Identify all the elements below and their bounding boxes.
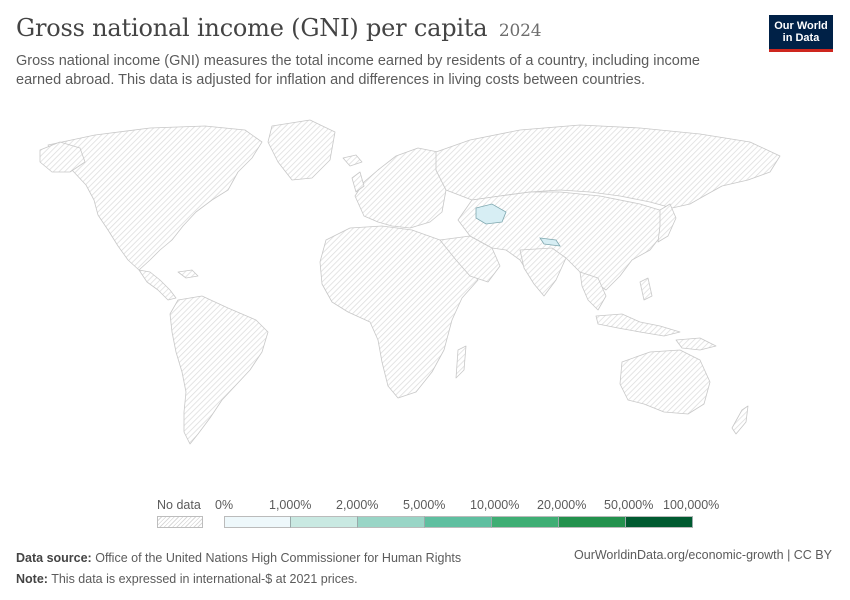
data-source-label: Data source: bbox=[16, 551, 92, 565]
region-caribbean[interactable] bbox=[177, 269, 199, 279]
region-japan[interactable] bbox=[657, 203, 677, 243]
region-turkmenistan[interactable] bbox=[475, 203, 507, 225]
data-source-line: Data source: Office of the United Nation… bbox=[16, 548, 461, 569]
legend-bin-label: 5,000% bbox=[403, 498, 446, 512]
region-iceland[interactable] bbox=[342, 154, 363, 167]
legend-bin-swatch[interactable] bbox=[358, 516, 425, 528]
title-text: Gross national income (GNI) per capita bbox=[16, 14, 488, 42]
region-alaska[interactable] bbox=[39, 141, 86, 173]
region-south-america[interactable] bbox=[169, 295, 269, 445]
legend-bin-label: 50,000% bbox=[604, 498, 654, 512]
region-madagascar[interactable] bbox=[455, 345, 467, 379]
legend-bin-label: 0% bbox=[215, 498, 234, 512]
color-legend: No data 0% 1,000% 2,000% 5,000% 10,000% 20,00… bbox=[0, 492, 850, 532]
note-line: Note: This data is expressed in internat… bbox=[16, 569, 461, 590]
legend-bin-label: 2,000% bbox=[336, 498, 379, 512]
legend-bin-label: 1,000% bbox=[269, 498, 312, 512]
chart-title: Gross national income (GNI) per capita 2… bbox=[16, 14, 542, 42]
region-africa[interactable] bbox=[319, 225, 479, 399]
note-text: This data is expressed in international-… bbox=[51, 572, 358, 586]
title-year: 2024 bbox=[498, 21, 542, 41]
legend-no-data-swatch[interactable] bbox=[157, 516, 203, 528]
legend-bin-swatch[interactable] bbox=[492, 516, 559, 528]
chart-subtitle: Gross national income (GNI) measures the… bbox=[16, 53, 700, 88]
region-uk[interactable] bbox=[351, 171, 365, 193]
legend-bin-swatch[interactable] bbox=[626, 516, 693, 528]
legend-bin-label: 10,000% bbox=[470, 498, 520, 512]
region-europe[interactable] bbox=[354, 147, 447, 229]
legend-bin-swatch[interactable] bbox=[224, 516, 291, 528]
region-australia[interactable] bbox=[619, 349, 711, 415]
world-map[interactable] bbox=[0, 100, 850, 485]
legend-no-data-label: No data bbox=[157, 498, 201, 512]
legend-bin-swatch[interactable] bbox=[291, 516, 358, 528]
region-nepal[interactable] bbox=[539, 237, 561, 247]
region-north-america[interactable] bbox=[47, 125, 263, 271]
legend-bin-swatch[interactable] bbox=[425, 516, 492, 528]
legend-max-label: 100,000% bbox=[663, 498, 720, 512]
region-new-guinea[interactable] bbox=[675, 337, 717, 351]
region-indonesia[interactable] bbox=[595, 313, 681, 337]
region-central-america[interactable] bbox=[138, 269, 177, 301]
legend-bin-swatch[interactable] bbox=[559, 516, 626, 528]
region-new-zealand[interactable] bbox=[731, 405, 749, 435]
region-southeast-asia[interactable] bbox=[579, 271, 607, 311]
region-philippines[interactable] bbox=[639, 277, 653, 301]
owid-logo[interactable]: Our World in Data bbox=[769, 15, 833, 52]
region-greenland[interactable] bbox=[267, 119, 336, 181]
data-source-text[interactable]: Office of the United Nations High Commis… bbox=[95, 551, 462, 565]
footer-url[interactable]: OurWorldinData.org/economic-growth | CC … bbox=[574, 548, 832, 562]
logo-line-1: Our World bbox=[774, 20, 828, 32]
footer-left: Data source: Office of the United Nation… bbox=[16, 548, 461, 590]
logo-line-2: in Data bbox=[782, 32, 820, 44]
note-label: Note: bbox=[16, 572, 48, 586]
region-russia-asia[interactable] bbox=[435, 124, 781, 209]
region-india[interactable] bbox=[519, 247, 567, 297]
legend-bin-label: 20,000% bbox=[537, 498, 587, 512]
